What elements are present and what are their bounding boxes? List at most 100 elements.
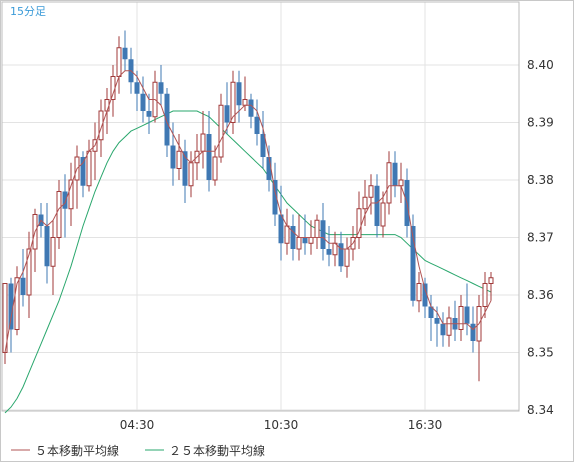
candle-body-down (236, 82, 242, 106)
y-axis: 8.34 8.35 8.36 8.37 8.38 8.39 8.40 (527, 58, 554, 417)
candle-body-down (290, 226, 296, 249)
candle (230, 70, 236, 134)
candle (50, 220, 56, 295)
ma25-layer (4, 110, 492, 414)
candle (416, 272, 422, 313)
candle-body-up (482, 283, 488, 307)
candle (62, 174, 68, 238)
candle (272, 162, 278, 226)
candle (386, 151, 392, 215)
ma5-layer (4, 70, 492, 353)
candles-layer (2, 30, 494, 382)
candle-body-down (44, 226, 50, 267)
y-tick-label: 8.40 (527, 58, 554, 72)
candle (224, 82, 230, 134)
candle-body-down (470, 323, 476, 341)
candle-body-up (344, 248, 350, 267)
candle-body-down (146, 111, 152, 117)
candle-body-down (272, 180, 278, 215)
candle-body-up (398, 179, 404, 187)
candle (14, 266, 20, 336)
candle (338, 231, 344, 272)
candle-body-up (242, 99, 248, 106)
candle-body-up (446, 317, 452, 336)
candle-body-up (212, 156, 218, 181)
candle (440, 312, 446, 347)
candle (236, 70, 242, 123)
candle-body-up (176, 150, 182, 169)
candle-body-down (278, 214, 284, 244)
x-axis: 04:30 10:30 16:30 (120, 418, 443, 432)
candle-body-up (386, 162, 392, 204)
candle-body-up (110, 76, 116, 100)
candle (158, 65, 164, 106)
candle-body-up (14, 277, 20, 330)
plot-area-border (1, 1, 520, 412)
candle (146, 93, 152, 134)
candle-body-up (488, 277, 494, 284)
candle-body-down (158, 82, 164, 94)
ma25-line (4, 110, 492, 414)
candle (380, 191, 386, 238)
candle-body-up (50, 237, 56, 267)
candle-body-down (182, 151, 188, 186)
candle-body-up (68, 179, 74, 210)
candle-body-down (140, 93, 146, 111)
candle-body-down (302, 237, 308, 244)
candle-body-down (20, 277, 26, 295)
candle (26, 231, 32, 318)
candle (266, 145, 272, 192)
candle (446, 306, 452, 347)
candle-body-down (374, 185, 380, 226)
candle (428, 295, 434, 341)
x-tick-label: 16:30 (408, 418, 443, 432)
candle-body-down (410, 226, 416, 301)
candle (122, 30, 128, 71)
legend-ma25-label: ２５本移動平均線 (169, 443, 265, 458)
candle-body-up (458, 306, 464, 330)
candle-body-up (98, 110, 104, 141)
candle (410, 214, 416, 307)
candle-body-up (104, 99, 110, 112)
y-tick-label: 8.34 (527, 403, 554, 417)
candle-body-down (440, 323, 446, 336)
candle-body-down (62, 191, 68, 209)
y-tick-label: 8.39 (527, 116, 554, 130)
candle-body-down (122, 47, 128, 60)
candle (374, 174, 380, 238)
candle-body-up (230, 81, 236, 123)
candle-body-up (56, 191, 62, 238)
candle-body-up (296, 237, 302, 250)
candle-body-down (338, 243, 344, 267)
candle (290, 214, 296, 261)
candle (368, 174, 374, 215)
candle (464, 283, 470, 336)
y-tick-label: 8.37 (527, 231, 554, 245)
candle (260, 111, 266, 169)
candle (320, 203, 326, 261)
candle (20, 249, 26, 307)
candle (218, 93, 224, 163)
legend-ma5-label: ５本移動平均線 (35, 443, 119, 458)
legend: ５本移動平均線 ２５本移動平均線 (11, 443, 265, 458)
candle-body-up (86, 150, 92, 187)
candle-body-down (422, 283, 428, 307)
candle-body-up (356, 208, 362, 238)
candle-body-up (380, 202, 386, 227)
candle (488, 272, 494, 301)
candle-body-up (26, 248, 32, 296)
candle (176, 134, 182, 180)
candle-body-down (266, 157, 272, 180)
y-tick-label: 8.38 (527, 173, 554, 187)
candle-body-down (464, 306, 470, 324)
candle-body-down (260, 134, 266, 157)
candle (212, 145, 218, 186)
candle (326, 226, 332, 267)
candle-body-down (320, 220, 326, 249)
candle (248, 93, 254, 129)
candle-body-up (368, 185, 374, 198)
candle (482, 272, 488, 318)
candle-body-down (248, 99, 254, 117)
candle-body-up (362, 196, 368, 210)
candle-body-up (188, 162, 194, 187)
